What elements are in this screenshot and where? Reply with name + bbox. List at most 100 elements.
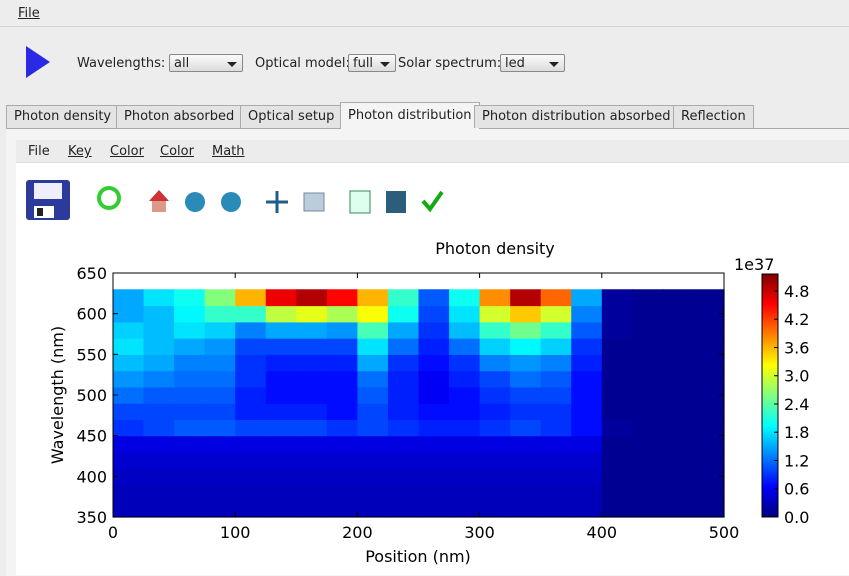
heatmap-cell: [204, 386, 236, 404]
heatmap-cell: [601, 484, 633, 502]
heatmap-cell: [662, 354, 695, 372]
tab[interactable]: Reflection: [673, 105, 754, 128]
pan-button[interactable]: [266, 191, 288, 213]
run-button[interactable]: [24, 44, 52, 80]
heatmap-cell: [357, 321, 389, 339]
dropdown-value: full: [353, 56, 374, 71]
heatmap-cell: [113, 305, 145, 323]
heatmap-cell: [693, 500, 725, 518]
heatmap-cell: [326, 370, 358, 388]
heatmap-cell: [632, 484, 664, 502]
heatmap-cell: [296, 305, 328, 323]
heatmap-cell: [662, 386, 695, 404]
zoom-fit-button[interactable]: [349, 190, 371, 214]
heatmap-cell: [174, 305, 206, 323]
heatmap-cell: [510, 386, 542, 404]
save-button[interactable]: [26, 180, 70, 220]
tab[interactable]: Photon density: [6, 105, 120, 128]
heatmap-cell: [510, 338, 542, 355]
heatmap-cell: [204, 338, 236, 355]
menu-bar: File: [0, 0, 849, 27]
heatmap-cell: [113, 500, 145, 518]
heatmap-cell: [204, 484, 236, 502]
menu-item[interactable]: File: [28, 144, 50, 159]
menu-item[interactable]: Math: [212, 144, 245, 159]
heatmap-cell: [357, 468, 389, 486]
plot-menu-bar: File Key Color Color Math: [16, 140, 849, 163]
colorbar-tick-label: 0.6: [784, 480, 809, 499]
heatmap-cell: [449, 500, 481, 518]
heatmap-cell: [296, 338, 328, 355]
heatmap-cell: [387, 468, 420, 486]
heatmap-cell: [113, 468, 145, 486]
x-tick-label: 400: [587, 523, 618, 542]
heatmap-cell: [204, 321, 236, 339]
apply-button[interactable]: [421, 190, 444, 213]
heatmap-cell: [326, 419, 358, 437]
y-tick-label: 650: [76, 264, 107, 283]
heatmap-cell: [540, 500, 572, 518]
heatmap-cell: [632, 435, 664, 453]
heatmap-cell: [662, 289, 695, 307]
colorbar-tick-label: 4.8: [784, 282, 809, 301]
heatmap-cell: [235, 435, 267, 453]
heatmap-cell: [265, 500, 297, 518]
configure-button[interactable]: [303, 192, 325, 212]
dropdown[interactable]: led: [500, 54, 565, 72]
dropdown[interactable]: full: [348, 54, 396, 72]
colorbar-tick-label: 4.2: [784, 310, 809, 329]
heatmap-cell: [265, 338, 297, 355]
tab[interactable]: Photon distribution: [340, 102, 480, 129]
back-button[interactable]: [185, 192, 205, 212]
heatmap-cell: [296, 484, 328, 502]
refresh-button[interactable]: [97, 186, 121, 210]
heatmap-cell: [296, 370, 328, 388]
heatmap-cell: [540, 403, 572, 420]
heatmap-cell: [143, 435, 175, 453]
export-button[interactable]: [386, 191, 406, 213]
heatmap-cell: [265, 370, 297, 388]
heatmap-cell: [601, 370, 633, 388]
heatmap-cell: [235, 468, 267, 486]
menu-item[interactable]: Key: [68, 144, 92, 159]
heatmap-cell: [693, 451, 725, 469]
heatmap-cell: [235, 321, 267, 339]
heatmap-cell: [418, 386, 450, 404]
label: Optical model:: [255, 56, 350, 71]
heatmap-cell: [235, 403, 267, 420]
heatmap-cell: [540, 386, 572, 404]
tab[interactable]: Photon distribution absorbed: [474, 105, 679, 128]
heatmap-cell: [510, 305, 542, 323]
heatmap-cell: [571, 321, 603, 339]
heatmap-cell: [265, 435, 297, 453]
x-tick-label: 0: [108, 523, 118, 542]
heatmap-cell: [357, 370, 389, 388]
heatmap-cell: [265, 419, 297, 437]
heatmap-cell: [540, 419, 572, 437]
heatmap-cell: [540, 289, 572, 307]
heatmap-cell: [204, 451, 236, 469]
heatmap-cell: [632, 321, 664, 339]
menu-item[interactable]: Color: [110, 144, 144, 159]
heatmap-cell: [265, 321, 297, 339]
tab[interactable]: Photon absorbed: [116, 105, 243, 128]
label: Solar spectrum:: [398, 56, 502, 71]
menu-item[interactable]: Color: [160, 144, 194, 159]
heatmap-cell: [510, 354, 542, 372]
heatmap-cell: [357, 435, 389, 453]
forward-button[interactable]: [221, 192, 241, 212]
heatmap-cell: [418, 338, 450, 355]
dropdown[interactable]: all: [169, 54, 243, 72]
heatmap-cell: [143, 403, 175, 420]
dropdown-value: led: [505, 56, 525, 71]
heatmap-cell: [601, 500, 633, 518]
heatmap-cell: [540, 321, 572, 339]
heatmap-cell: [662, 370, 695, 388]
menu-item[interactable]: File: [18, 6, 40, 21]
home-button[interactable]: [149, 190, 169, 212]
heatmap-cell: [418, 403, 450, 420]
heatmap-cell: [510, 289, 542, 307]
heatmap-cell: [113, 338, 145, 355]
tab[interactable]: Optical setup: [240, 105, 343, 128]
heatmap-cell: [693, 386, 725, 404]
